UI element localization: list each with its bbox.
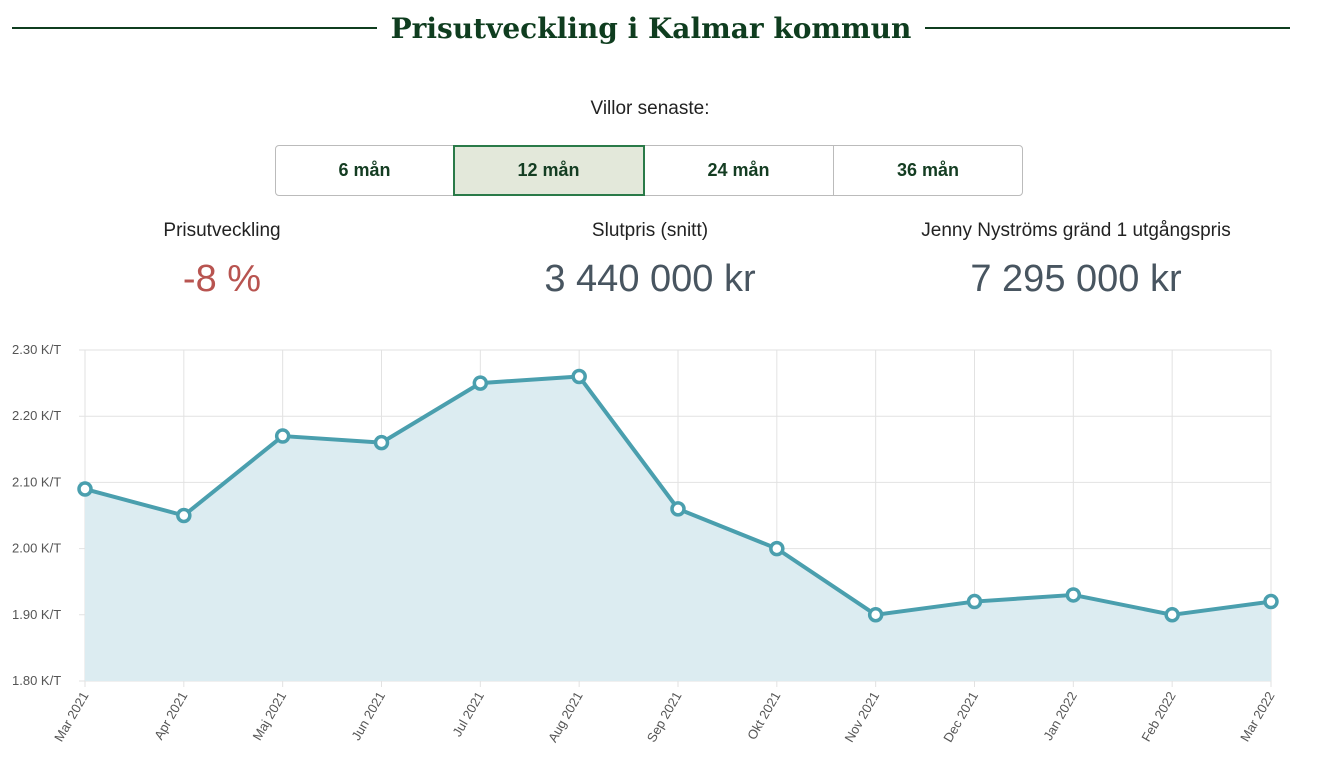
data-point bbox=[77, 481, 93, 497]
data-point bbox=[373, 434, 390, 451]
x-tick-label: Jul 2021 bbox=[449, 689, 487, 739]
x-tick-label: Jan 2022 bbox=[1040, 689, 1080, 743]
data-point bbox=[769, 540, 785, 557]
asking-price-value: 7 295 000 kr bbox=[970, 258, 1182, 300]
tab-12-months[interactable]: 12 mån bbox=[453, 145, 645, 196]
data-point bbox=[472, 375, 489, 391]
x-tick-label: Apr 2021 bbox=[151, 689, 190, 742]
y-tick-label: 2.30 K/T bbox=[12, 342, 61, 357]
tab-6-months[interactable]: 6 mån bbox=[276, 146, 454, 195]
data-point bbox=[274, 428, 291, 444]
data-point bbox=[176, 507, 192, 524]
x-tick-label: Mar 2021 bbox=[51, 689, 91, 744]
x-tick-label: Okt 2021 bbox=[744, 689, 783, 742]
data-point bbox=[670, 501, 686, 517]
average-price-label: Slutpris (snitt) bbox=[591, 220, 709, 241]
price-change-stat: Prisutveckling -8 % bbox=[72, 220, 372, 301]
price-change-label: Prisutveckling bbox=[163, 220, 281, 241]
data-point bbox=[1263, 593, 1279, 610]
x-tick-label: Jun 2021 bbox=[348, 689, 388, 743]
data-point bbox=[966, 593, 983, 610]
page-title: Prisutveckling i Kalmar kommun bbox=[390, 11, 912, 45]
title-divider-right bbox=[925, 27, 1290, 29]
x-tick-label: Mar 2022 bbox=[1237, 689, 1277, 744]
asking-price-label: Jenny Nyströms gränd 1 utgångspris bbox=[921, 220, 1231, 241]
period-label: Villor senaste: bbox=[590, 98, 710, 119]
period-selector: 6 mån 12 mån 24 mån 36 mån bbox=[275, 145, 1023, 196]
y-tick-label: 2.20 K/T bbox=[12, 408, 61, 423]
y-tick-label: 1.80 K/T bbox=[12, 673, 61, 688]
tab-24-months[interactable]: 24 mån bbox=[644, 146, 834, 195]
average-price-value: 3 440 000 kr bbox=[544, 258, 756, 300]
average-price-stat: Slutpris (snitt) 3 440 000 kr bbox=[450, 220, 850, 301]
data-point bbox=[571, 368, 587, 385]
y-tick-label: 1.90 K/T bbox=[12, 607, 61, 622]
x-tick-label: Sep 2021 bbox=[644, 689, 685, 745]
x-tick-label: Nov 2021 bbox=[841, 689, 882, 745]
tab-36-months[interactable]: 36 mån bbox=[896, 160, 960, 180]
price-change-value: -8 % bbox=[182, 258, 262, 300]
title-row: Prisutveckling i Kalmar kommun bbox=[12, 6, 1290, 50]
data-point bbox=[1065, 587, 1082, 603]
x-tick-label: Dec 2021 bbox=[940, 689, 981, 745]
data-point bbox=[1164, 607, 1180, 623]
x-tick-label: Feb 2022 bbox=[1138, 689, 1178, 744]
price-chart: 1.80 K/T 1.90 K/T 2.00 K/T 2.10 K/T 2.20 K/T… bbox=[12, 342, 1279, 745]
x-tick-label: Maj 2021 bbox=[250, 689, 290, 743]
y-tick-label: 2.10 K/T bbox=[12, 474, 61, 489]
y-tick-label: 2.00 K/T bbox=[12, 541, 61, 556]
asking-price-stat: Jenny Nyströms gränd 1 utgångspris 7 295… bbox=[876, 220, 1276, 301]
title-divider-left bbox=[12, 27, 377, 29]
x-tick-label: Aug 2021 bbox=[545, 689, 586, 745]
data-point bbox=[867, 607, 884, 623]
